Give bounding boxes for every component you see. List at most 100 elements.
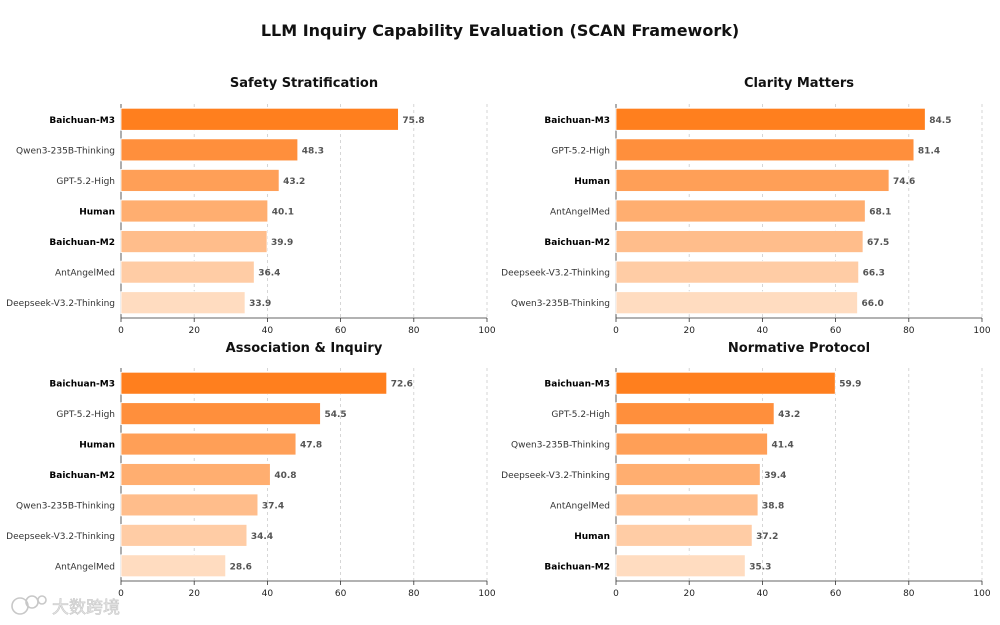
category-label: Human	[79, 441, 115, 451]
value-label: 75.8	[402, 116, 424, 126]
bar	[120, 230, 268, 253]
value-label: 37.2	[756, 532, 778, 542]
x-tick-label: 100	[973, 326, 990, 336]
x-tick-label: 100	[973, 589, 990, 599]
x-tick-label: 60	[830, 589, 842, 599]
category-label: GPT-5.2-High	[56, 410, 115, 420]
x-tick-label: 60	[335, 326, 347, 336]
chart-panel: Normative Protocol 0 20 40 60 80 100 Baichuan-M…	[501, 341, 991, 599]
value-label: 48.3	[302, 146, 324, 156]
category-label: Baichuan-M3	[544, 116, 610, 126]
category-label: Baichuan-M3	[49, 380, 115, 390]
category-label: Deepseek-V3.2-Thinking	[6, 532, 115, 542]
value-label: 28.6	[230, 562, 252, 572]
category-label: AntAngelMed	[550, 208, 610, 218]
bar	[120, 138, 299, 162]
bar	[615, 138, 915, 162]
x-tick-label: 20	[188, 589, 200, 599]
bar	[615, 199, 866, 223]
value-label: 66.3	[863, 269, 885, 279]
value-label: 33.9	[249, 299, 271, 309]
x-tick-label: 40	[262, 326, 274, 336]
category-label: Baichuan-M2	[544, 562, 610, 572]
value-label: 40.1	[272, 208, 294, 218]
value-label: 36.4	[258, 269, 280, 279]
category-label: AntAngelMed	[550, 501, 610, 511]
category-label: GPT-5.2-High	[551, 410, 610, 420]
bar	[120, 199, 269, 223]
bar	[615, 230, 864, 253]
bar	[615, 463, 761, 486]
value-label: 40.8	[274, 471, 296, 481]
category-label: Qwen3-235B-Thinking	[16, 501, 115, 511]
value-label: 68.1	[869, 208, 891, 218]
x-tick-label: 40	[757, 589, 769, 599]
chart-title: Normative Protocol	[728, 341, 870, 356]
category-label: Qwen3-235B-Thinking	[511, 441, 610, 451]
chart-title: Association & Inquiry	[226, 341, 383, 356]
x-tick-label: 0	[118, 589, 124, 599]
category-label: Baichuan-M2	[544, 238, 610, 248]
value-label: 84.5	[929, 116, 951, 126]
x-tick-label: 0	[118, 326, 124, 336]
category-label: Human	[574, 532, 610, 542]
x-tick-label: 60	[830, 326, 842, 336]
x-tick-label: 80	[408, 326, 420, 336]
value-label: 43.2	[283, 177, 305, 187]
value-label: 34.4	[251, 532, 273, 542]
category-label: Qwen3-235B-Thinking	[16, 146, 115, 156]
bar	[120, 402, 321, 425]
bar	[120, 291, 246, 315]
bar	[615, 169, 890, 192]
bar	[120, 463, 271, 486]
category-label: Human	[79, 208, 115, 218]
chart-title: Safety Stratification	[230, 76, 378, 91]
category-label: Qwen3-235B-Thinking	[511, 299, 610, 309]
category-label: Baichuan-M3	[544, 380, 610, 390]
bar	[120, 169, 280, 192]
bar	[615, 107, 926, 131]
bar	[120, 554, 227, 578]
chart-title: Clarity Matters	[744, 76, 854, 91]
x-tick-label: 20	[188, 326, 200, 336]
value-label: 74.6	[893, 177, 915, 187]
category-label: Human	[574, 177, 610, 187]
value-label: 72.6	[391, 380, 413, 390]
value-label: 54.5	[324, 410, 346, 420]
value-label: 39.4	[764, 471, 786, 481]
bar	[120, 524, 248, 547]
chart-panel: Safety Stratification 0 20 40 60 80 100 Baichua…	[6, 76, 496, 336]
category-label: Baichuan-M3	[49, 116, 115, 126]
watermark-logo: 大数跨境	[11, 595, 120, 618]
bar	[615, 371, 836, 395]
x-tick-label: 40	[757, 326, 769, 336]
bar	[615, 524, 753, 547]
value-label: 39.9	[271, 238, 293, 248]
value-label: 35.3	[749, 562, 771, 572]
category-label: Baichuan-M2	[49, 471, 115, 481]
value-label: 37.4	[262, 501, 284, 511]
value-label: 66.0	[862, 299, 884, 309]
value-label: 47.8	[300, 441, 322, 451]
x-tick-label: 40	[262, 589, 274, 599]
bar	[120, 371, 388, 395]
x-tick-label: 80	[903, 589, 915, 599]
bar	[120, 260, 255, 284]
value-label: 81.4	[918, 146, 940, 156]
value-label: 67.5	[867, 238, 889, 248]
figure-title: LLM Inquiry Capability Evaluation (SCAN …	[260, 21, 740, 40]
bar	[615, 554, 746, 578]
category-label: Baichuan-M2	[49, 238, 115, 248]
bar	[615, 402, 775, 425]
x-tick-label: 80	[408, 589, 420, 599]
chart-panel: Clarity Matters 0 20 40 60 80 100 Baichuan-M3 84…	[501, 76, 991, 336]
value-label: 43.2	[778, 410, 800, 420]
bar	[120, 107, 399, 131]
bar	[120, 493, 259, 517]
chart-panel: Association & Inquiry 0 20 40 60 80 100 Baichua…	[6, 341, 496, 599]
x-tick-label: 100	[478, 326, 495, 336]
x-tick-label: 60	[335, 589, 347, 599]
category-label: AntAngelMed	[55, 269, 115, 279]
bar	[120, 432, 297, 456]
